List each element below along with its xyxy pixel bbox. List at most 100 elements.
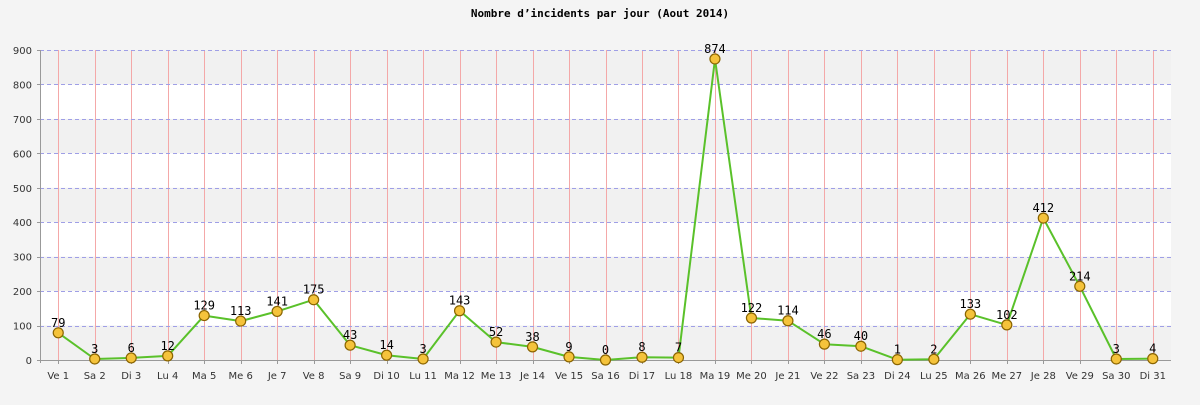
x-tick-label: Di 3 <box>121 371 141 382</box>
data-point <box>89 353 101 365</box>
data-label: 79 <box>51 316 65 330</box>
data-label: 9 <box>565 340 572 354</box>
data-label: 43 <box>343 328 357 342</box>
y-tick-label: 600 <box>13 149 32 160</box>
data-point <box>672 351 685 364</box>
data-label: 114 <box>777 304 799 318</box>
data-label: 4 <box>1149 342 1156 356</box>
data-point <box>928 353 940 365</box>
x-tick-label: Lu 4 <box>157 371 178 382</box>
x-tick-label: Je 7 <box>267 371 287 382</box>
data-label: 874 <box>704 42 726 56</box>
x-tick-label: Sa 23 <box>847 371 875 382</box>
data-point <box>745 312 758 324</box>
x-tick-label: Di 24 <box>884 371 910 382</box>
data-point <box>308 294 320 306</box>
data-point <box>453 305 466 317</box>
data-label: 102 <box>996 308 1018 322</box>
x-tick-label: Me 27 <box>991 371 1022 382</box>
data-point <box>380 349 393 361</box>
data-point <box>271 305 283 318</box>
grid-band <box>40 187 1171 223</box>
data-label: 1 <box>894 343 901 357</box>
x-tick-label: Me 13 <box>481 371 512 382</box>
data-point <box>235 315 247 327</box>
y-tick-label: 700 <box>13 115 32 126</box>
data-label: 3 <box>419 342 426 356</box>
x-tick-label: Lu 25 <box>920 371 948 382</box>
data-label: 143 <box>449 294 471 308</box>
data-point <box>1110 353 1122 365</box>
data-point <box>417 353 429 365</box>
y-tick-label: 200 <box>13 287 32 298</box>
data-label: 412 <box>1032 201 1054 215</box>
data-point <box>782 315 794 327</box>
x-tick-label: Ve 22 <box>810 371 838 382</box>
data-label: 113 <box>230 304 252 318</box>
data-label: 12 <box>160 339 174 353</box>
y-tick-label: 400 <box>13 218 32 229</box>
y-tick-label: 900 <box>13 46 32 57</box>
data-label: 0 <box>602 343 609 357</box>
data-label: 40 <box>854 329 868 343</box>
data-point <box>198 309 210 322</box>
x-tick-label: Lu 11 <box>409 371 437 382</box>
y-tick-label: 0 <box>26 356 32 367</box>
x-tick-label: Ve 8 <box>303 371 325 382</box>
data-point <box>125 352 137 364</box>
x-tick-label: Je 14 <box>519 371 545 382</box>
data-point <box>855 340 867 352</box>
grid-band <box>40 325 1171 360</box>
data-label: 14 <box>379 338 393 352</box>
x-tick-label: Sa 2 <box>84 371 106 382</box>
data-point <box>344 339 356 351</box>
data-label: 3 <box>91 342 98 356</box>
x-tick-label: Sa 9 <box>339 371 361 382</box>
x-tick-label: Di 31 <box>1140 371 1166 382</box>
grid-band <box>40 256 1171 292</box>
x-tick-label: Je 21 <box>774 371 800 382</box>
data-label: 214 <box>1069 269 1091 283</box>
data-point <box>1037 212 1049 224</box>
x-tick-label: Ma 26 <box>955 371 986 382</box>
x-tick-label: Di 10 <box>373 371 399 382</box>
data-label: 141 <box>266 294 288 308</box>
data-point <box>1147 353 1159 365</box>
data-point <box>563 351 575 363</box>
data-point <box>709 53 721 65</box>
data-label: 2 <box>930 342 937 356</box>
grid-band <box>40 50 1171 85</box>
x-tick-label: Je 28 <box>1030 371 1056 382</box>
data-point <box>599 354 612 366</box>
data-label: 7 <box>675 341 682 355</box>
data-label: 46 <box>817 327 831 341</box>
data-point <box>1074 280 1086 292</box>
x-tick-label: Ve 29 <box>1066 371 1094 382</box>
data-label: 38 <box>525 330 539 344</box>
data-point <box>526 341 539 353</box>
data-point <box>162 350 174 362</box>
data-point <box>490 336 502 348</box>
x-tick-label: Sa 16 <box>591 371 619 382</box>
x-tick-label: Ve 15 <box>555 371 583 382</box>
data-point <box>891 354 903 366</box>
data-label: 122 <box>741 301 763 315</box>
data-label: 133 <box>959 297 981 311</box>
x-tick-label: Me 6 <box>228 371 252 382</box>
y-tick-label: 300 <box>13 253 32 264</box>
data-label: 3 <box>1113 342 1120 356</box>
data-label: 8 <box>638 340 645 354</box>
data-point <box>818 338 831 350</box>
data-label: 6 <box>128 341 135 355</box>
x-tick-label: Ma 19 <box>700 371 731 382</box>
x-tick-label: Di 17 <box>629 371 655 382</box>
data-label: 52 <box>489 325 503 339</box>
y-tick-label: 500 <box>13 184 32 195</box>
y-tick-label: 800 <box>13 80 32 91</box>
data-label: 129 <box>193 299 215 313</box>
data-point <box>52 327 64 339</box>
data-point <box>636 351 648 363</box>
x-tick-label: Lu 18 <box>665 371 693 382</box>
